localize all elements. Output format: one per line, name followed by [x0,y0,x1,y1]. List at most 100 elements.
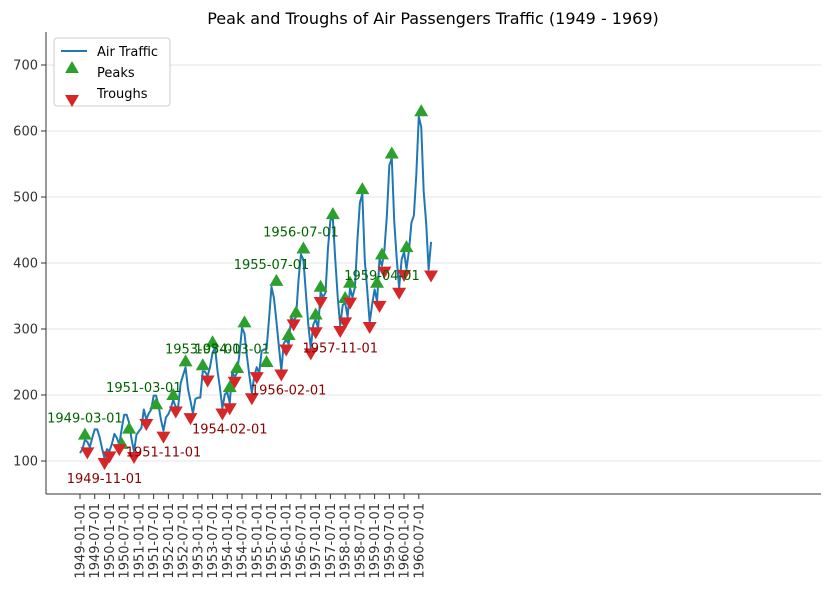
legend-label-air-traffic: Air Traffic [97,45,158,60]
peak-marker [374,247,389,260]
y-tick-label: 500 [13,191,38,206]
chart-title: Peak and Troughs of Air Passengers Traff… [207,9,659,28]
trough-marker [200,375,215,388]
trough-marker [244,393,259,406]
x-tick-label: 1951-07-01 [147,503,162,579]
legend: Air Traffic Peaks Troughs [53,37,171,107]
trough-marker [397,269,412,282]
x-tick-label: 1950-01-01 [103,503,118,579]
trough-marker [227,376,242,389]
x-tick-label: 1958-01-01 [339,503,354,579]
legend-trough-swatch [65,95,79,107]
y-tick-label: 700 [13,59,38,74]
trough-marker [215,408,230,421]
trough-annotation: 1956-02-01 [251,384,327,399]
peak-marker [222,380,237,393]
x-tick-label: 1958-07-01 [353,503,368,579]
peak-marker [289,305,304,318]
peak-annotation: 1953-03-01 [165,342,241,357]
x-tick-label: 1954-07-01 [236,503,251,579]
trough-marker [372,300,387,313]
trough-marker [424,270,439,283]
trough-marker [286,319,301,332]
trough-marker [308,327,323,340]
x-tick-label: 1949-07-01 [88,503,103,579]
peak-marker [296,241,311,254]
peak-marker [259,355,274,367]
y-tick-label: 200 [13,389,38,404]
peak-marker [195,358,210,371]
trough-marker [222,403,237,416]
x-tick-label: 1953-01-01 [191,503,206,579]
peak-marker [178,354,193,367]
trough-marker [279,344,294,357]
trough-marker [392,287,407,300]
peak-marker [122,421,137,434]
peak-marker [308,307,323,320]
x-tick-label: 1956-01-01 [280,503,295,579]
trough-marker [303,348,318,361]
peak-marker [77,427,92,440]
x-tick-label: 1952-07-01 [177,503,192,579]
x-tick-label: 1954-01-01 [221,503,236,579]
trough-marker [377,266,392,279]
peak-marker [355,182,370,195]
x-tick-label: 1953-07-01 [206,503,221,579]
y-axis-ticks: 100 200 300 400 500 600 700 [13,59,46,470]
peak-marker [399,240,414,253]
grid-lines [46,64,821,462]
peak-annotation: 1956-07-01 [263,225,339,240]
peak-marker [269,273,284,286]
x-tick-label: 1960-01-01 [398,503,413,579]
peak-annotation: 1954-03-01 [194,342,270,357]
x-tick-label: 1951-01-01 [132,503,147,579]
trough-marker [333,325,348,338]
marker-layer [77,104,439,470]
peak-annotation: 1949-03-01 [47,412,123,427]
peak-marker [149,397,164,410]
trough-marker [343,297,358,310]
x-tick-label: 1960-07-01 [412,503,427,579]
legend-label-troughs: Troughs [96,87,148,102]
peak-annotation: 1959-04-01 [344,269,420,284]
trough-marker [362,322,377,335]
trough-marker [102,451,117,464]
legend-label-peaks: Peaks [97,66,135,81]
x-tick-label: 1957-01-01 [309,503,324,579]
legend-peak-swatch [65,61,79,73]
trough-marker [249,372,264,385]
peak-marker [343,275,358,288]
x-tick-label: 1956-07-01 [294,503,309,579]
peak-marker [370,275,385,288]
trough-marker [183,413,198,426]
series-line-air-traffic [79,115,433,460]
peak-marker [414,104,429,117]
peak-annotation: 1955-07-01 [234,258,310,273]
trough-annotation: 1957-11-01 [302,341,378,356]
trough-marker [274,369,289,382]
annotation-layer: 1949-03-01 1951-03-01 1953-03-011954-03-01… [47,225,420,487]
y-tick-label: 400 [13,257,38,272]
peak-marker [230,360,245,373]
x-tick-label: 1959-01-01 [368,503,383,579]
trough-marker [112,444,127,457]
trough-marker [97,457,112,470]
peak-marker [281,327,296,340]
series-layer [79,115,433,460]
x-tick-label: 1952-01-01 [162,503,177,579]
x-tick-label: 1950-07-01 [118,503,133,579]
trough-annotation: 1949-11-01 [67,472,143,487]
x-tick-label: 1955-07-01 [265,503,280,579]
y-tick-label: 300 [13,323,38,338]
peak-annotation: 1951-03-01 [106,381,182,396]
peak-marker [313,279,328,292]
x-tick-label: 1959-07-01 [383,503,398,579]
trough-marker [139,419,154,432]
peak-marker [384,146,399,159]
peak-marker [205,335,220,348]
peak-marker [237,315,252,328]
y-tick-label: 600 [13,125,38,140]
peak-marker [166,388,181,400]
trough-marker [168,406,183,419]
